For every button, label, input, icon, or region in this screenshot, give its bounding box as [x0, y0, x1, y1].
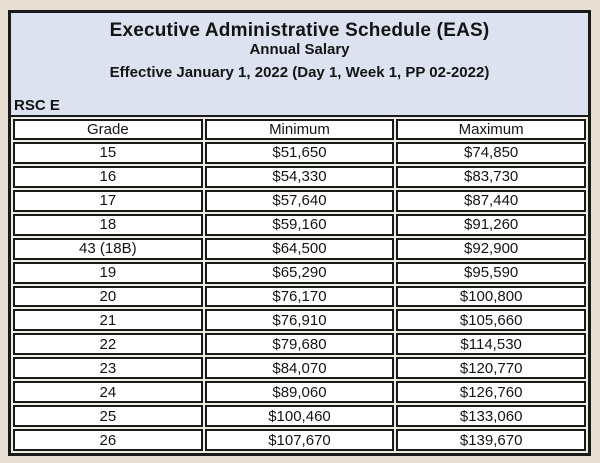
- document-title: Executive Administrative Schedule (EAS): [109, 20, 490, 41]
- minimum-cell: $107,670: [204, 429, 395, 451]
- table-row: 15 $51,650 $74,850: [13, 142, 586, 164]
- column-header-maximum: Maximum: [396, 119, 586, 140]
- table-row: 16 $54,330 $83,730: [13, 165, 586, 188]
- grade-cell: 19: [13, 261, 203, 284]
- maximum-cell: $114,530: [396, 333, 586, 356]
- grade-cell: 43 (18B): [13, 237, 203, 260]
- minimum-cell: $51,650: [204, 142, 395, 164]
- grade-cell: 17: [13, 189, 203, 212]
- minimum-cell: $79,680: [204, 333, 395, 356]
- minimum-cell: $64,500: [204, 237, 395, 260]
- maximum-cell: $92,900: [396, 237, 586, 260]
- grade-cell: 16: [13, 165, 203, 188]
- document-header: Executive Administrative Schedule (EAS) …: [11, 13, 588, 117]
- maximum-cell: $91,260: [396, 213, 586, 236]
- minimum-cell: $76,910: [204, 309, 395, 332]
- table-row: 22 $79,680 $114,530: [13, 333, 586, 356]
- maximum-cell: $83,730: [396, 165, 586, 188]
- minimum-cell: $59,160: [204, 213, 395, 236]
- minimum-cell: $54,330: [204, 165, 395, 188]
- table-row: 25 $100,460 $133,060: [13, 405, 586, 428]
- grade-cell: 23: [13, 357, 203, 380]
- maximum-cell: $120,770: [396, 357, 586, 380]
- salary-table-body: 15 $51,650 $74,850 16 $54,330 $83,730 17 $57,64…: [13, 142, 586, 451]
- minimum-cell: $65,290: [204, 261, 395, 284]
- grade-cell: 18: [13, 213, 203, 236]
- maximum-cell: $87,440: [396, 189, 586, 212]
- table-row: 20 $76,170 $100,800: [13, 285, 586, 308]
- salary-table: Grade Minimum Maximum 15 $51,650 $74,850 16…: [11, 117, 588, 453]
- minimum-cell: $57,640: [204, 189, 395, 212]
- grade-cell: 25: [13, 405, 203, 428]
- grade-cell: 22: [13, 333, 203, 356]
- table-row: 17 $57,640 $87,440: [13, 189, 586, 212]
- salary-schedule-sheet: Executive Administrative Schedule (EAS) …: [8, 10, 591, 456]
- grade-cell: 26: [13, 429, 203, 451]
- table-row: 43 (18B) $64,500 $92,900: [13, 237, 586, 260]
- maximum-cell: $133,060: [396, 405, 586, 428]
- table-row: 26 $107,670 $139,670: [13, 429, 586, 451]
- grade-cell: 24: [13, 381, 203, 404]
- grade-cell: 15: [13, 142, 203, 164]
- table-row: 23 $84,070 $120,770: [13, 357, 586, 380]
- minimum-cell: $100,460: [204, 405, 395, 428]
- grade-cell: 20: [13, 285, 203, 308]
- minimum-cell: $89,060: [204, 381, 395, 404]
- document-subtitle: Annual Salary: [249, 41, 350, 58]
- rsc-label: RSC E: [14, 97, 60, 114]
- grade-cell: 21: [13, 309, 203, 332]
- maximum-cell: $95,590: [396, 261, 586, 284]
- table-row: 24 $89,060 $126,760: [13, 381, 586, 404]
- maximum-cell: $126,760: [396, 381, 586, 404]
- minimum-cell: $76,170: [204, 285, 395, 308]
- table-row: 21 $76,910 $105,660: [13, 309, 586, 332]
- maximum-cell: $139,670: [396, 429, 586, 451]
- table-header-row: Grade Minimum Maximum: [13, 119, 586, 140]
- table-row: 18 $59,160 $91,260: [13, 213, 586, 236]
- maximum-cell: $105,660: [396, 309, 586, 332]
- column-header-minimum: Minimum: [204, 119, 395, 140]
- maximum-cell: $100,800: [396, 285, 586, 308]
- table-row: 19 $65,290 $95,590: [13, 261, 586, 284]
- maximum-cell: $74,850: [396, 142, 586, 164]
- column-header-grade: Grade: [13, 119, 203, 140]
- minimum-cell: $84,070: [204, 357, 395, 380]
- effective-date-line: Effective January 1, 2022 (Day 1, Week 1…: [109, 64, 490, 81]
